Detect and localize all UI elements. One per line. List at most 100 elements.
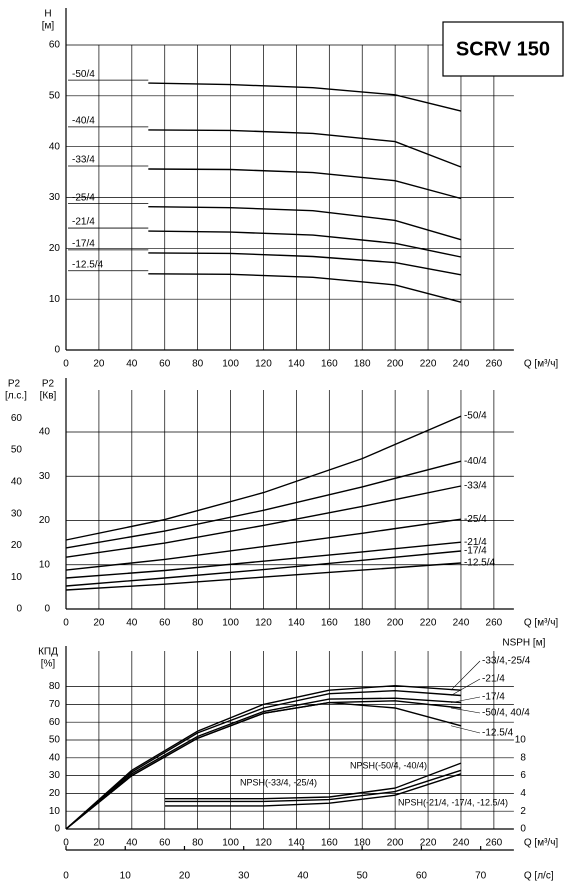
y2-tick-label: 50	[11, 445, 23, 456]
x-tick-label: 160	[321, 618, 338, 629]
x-tick-label: 260	[486, 359, 503, 370]
x-tick-label: 200	[387, 838, 404, 849]
y2-tick-label: 60	[11, 413, 23, 424]
y2-tick-label: 30	[11, 508, 23, 519]
series-label: NPSH(-50/4, -40/4)	[350, 760, 427, 770]
series-line	[65, 689, 462, 830]
y2-tick-label: 8	[520, 752, 526, 763]
x-tick-label: 60	[159, 359, 171, 370]
series-line	[65, 415, 462, 541]
y-axis-label: P2	[42, 379, 55, 390]
series-line	[148, 129, 462, 168]
x2-tick-label: 40	[297, 871, 309, 882]
series-line	[65, 550, 462, 587]
x-tick-label: 220	[420, 359, 437, 370]
y2-tick-label: 20	[11, 540, 23, 551]
y2-tick-label: 4	[520, 788, 526, 799]
series-label: NPSH(-21/4, -17/4, -12.5/4)	[398, 797, 508, 807]
x-tick-label: 140	[288, 359, 305, 370]
series-label: -17/4	[482, 692, 505, 703]
x-tick-label: 240	[453, 838, 470, 849]
series-line	[164, 773, 462, 807]
x-tick-label: 260	[486, 618, 503, 629]
series-line	[148, 230, 462, 258]
series-label: -17/4	[72, 239, 95, 250]
title-box	[442, 21, 564, 77]
series-label: -50/4	[464, 411, 487, 422]
x-tick-label: 60	[159, 618, 171, 629]
y2-tick-label: 10	[11, 572, 23, 583]
label-leader	[450, 696, 481, 703]
x-tick-label: 120	[255, 359, 272, 370]
x-tick-label: 40	[126, 618, 138, 629]
series-line	[65, 684, 462, 830]
x-axis-label: Q [м³/ч]	[524, 359, 559, 370]
x-tick-label: 120	[255, 838, 272, 849]
y-tick-label: 50	[49, 90, 61, 101]
series-line	[65, 701, 462, 830]
y-axis-label: КПД	[38, 647, 58, 658]
series-line	[65, 460, 462, 549]
series-line	[65, 697, 462, 830]
x-tick-label: 60	[159, 838, 171, 849]
x-tick-label: 220	[420, 618, 437, 629]
y2-tick-label: 6	[520, 770, 526, 781]
label-leader	[450, 725, 481, 734]
x2-tick-label: 50	[357, 871, 369, 882]
y-tick-label: 0	[44, 604, 50, 615]
x-axis-label: Q [м³/ч]	[524, 618, 559, 629]
series-label: -17/4	[464, 546, 487, 557]
x-tick-label: 40	[126, 838, 138, 849]
x-tick-label: 80	[192, 359, 204, 370]
y2-tick-label: 10	[515, 735, 527, 746]
label-leader	[450, 660, 481, 691]
y2-tick-label: 40	[11, 476, 23, 487]
series-label: -50/4	[72, 69, 95, 80]
y-tick-label: 60	[49, 717, 61, 728]
x2-tick-label: 0	[63, 871, 69, 882]
y-axis-label: H	[44, 9, 51, 20]
x-tick-label: 0	[63, 618, 69, 629]
y-tick-label: 10	[49, 294, 61, 305]
y-tick-label: 20	[39, 515, 51, 526]
x-tick-label: 120	[255, 618, 272, 629]
x-tick-label: 80	[192, 618, 204, 629]
y-tick-label: 30	[49, 192, 61, 203]
y-tick-label: 20	[49, 243, 61, 254]
y-tick-label: 10	[39, 559, 51, 570]
label-leader	[450, 678, 481, 696]
y-tick-label: 30	[49, 770, 61, 781]
y-tick-label: 70	[49, 699, 61, 710]
x-tick-label: 140	[288, 838, 305, 849]
series-label: -40/4	[464, 456, 487, 467]
series-line	[164, 769, 462, 803]
series-line	[65, 485, 462, 558]
x2-tick-label: 30	[238, 871, 250, 882]
series-label: -12.5/4	[482, 728, 514, 739]
x-axis-label: Q [м³/ч]	[524, 838, 559, 849]
x-tick-label: 200	[387, 359, 404, 370]
y2-axis-unit: [л.с.]	[5, 391, 27, 402]
y-tick-label: 40	[49, 141, 61, 152]
x-tick-label: 180	[354, 618, 371, 629]
series-label: -33/4,-25/4	[482, 656, 531, 667]
x-tick-label: 220	[420, 838, 437, 849]
x-tick-label: 160	[321, 359, 338, 370]
x-tick-label: 180	[354, 359, 371, 370]
x-tick-label: 100	[222, 618, 239, 629]
series-label: -25/4	[464, 514, 487, 525]
series-line	[148, 168, 462, 200]
series-label: -40/4	[72, 116, 95, 127]
x2-tick-label: 20	[179, 871, 191, 882]
y-tick-label: 30	[39, 471, 51, 482]
x-tick-label: 100	[222, 359, 239, 370]
series-line	[148, 206, 462, 241]
title: SCRV 150	[456, 38, 550, 60]
y2-axis-label: P2	[8, 379, 21, 390]
y2-tick-label: 0	[16, 604, 22, 615]
x-tick-label: 20	[93, 838, 105, 849]
x-tick-label: 200	[387, 618, 404, 629]
x-tick-label: 80	[192, 838, 204, 849]
y2-axis-label: NSPH [м]	[502, 638, 545, 649]
x-tick-label: 140	[288, 618, 305, 629]
